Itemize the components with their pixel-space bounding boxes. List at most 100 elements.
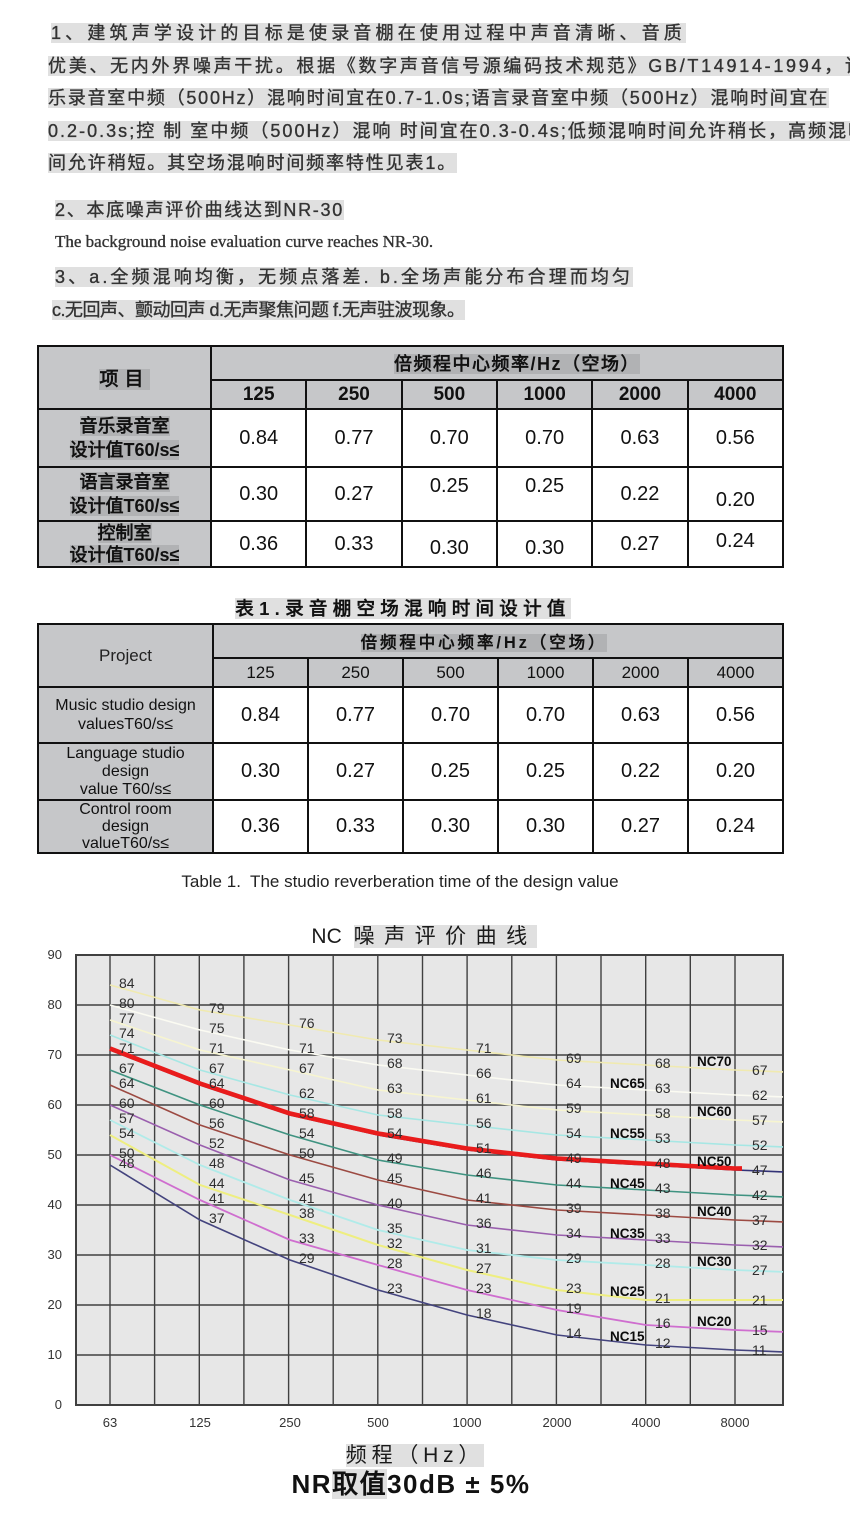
svg-text:45: 45 xyxy=(387,1170,403,1186)
svg-text:33: 33 xyxy=(655,1230,671,1246)
svg-text:42: 42 xyxy=(752,1187,768,1203)
svg-text:71: 71 xyxy=(476,1040,492,1056)
svg-text:50: 50 xyxy=(299,1145,315,1161)
svg-text:54: 54 xyxy=(119,1125,135,1141)
svg-text:58: 58 xyxy=(387,1105,403,1121)
svg-text:23: 23 xyxy=(476,1280,492,1296)
svg-text:67: 67 xyxy=(119,1060,135,1076)
svg-text:58: 58 xyxy=(299,1105,315,1121)
svg-text:64: 64 xyxy=(566,1075,582,1091)
svg-text:73: 73 xyxy=(387,1030,403,1046)
svg-text:62: 62 xyxy=(299,1085,315,1101)
svg-text:49: 49 xyxy=(387,1150,403,1166)
svg-text:57: 57 xyxy=(752,1112,768,1128)
svg-text:125: 125 xyxy=(189,1415,211,1430)
svg-text:30: 30 xyxy=(48,1247,62,1262)
svg-text:11: 11 xyxy=(752,1342,767,1358)
svg-text:48: 48 xyxy=(209,1155,225,1171)
svg-text:64: 64 xyxy=(119,1075,135,1091)
svg-text:36: 36 xyxy=(476,1215,492,1231)
svg-text:76: 76 xyxy=(299,1015,315,1031)
svg-text:31: 31 xyxy=(476,1240,492,1256)
svg-text:45: 45 xyxy=(299,1170,315,1186)
svg-text:80: 80 xyxy=(119,995,135,1011)
svg-text:68: 68 xyxy=(387,1055,403,1071)
svg-text:NC20: NC20 xyxy=(697,1314,732,1329)
svg-text:71: 71 xyxy=(299,1040,315,1056)
svg-text:51: 51 xyxy=(476,1140,492,1156)
svg-text:43: 43 xyxy=(655,1180,671,1196)
svg-text:28: 28 xyxy=(387,1255,403,1271)
svg-text:58: 58 xyxy=(655,1105,671,1121)
svg-text:8000: 8000 xyxy=(721,1415,750,1430)
svg-text:90: 90 xyxy=(48,947,62,962)
svg-text:52: 52 xyxy=(752,1137,768,1153)
svg-text:70: 70 xyxy=(48,1047,62,1062)
svg-text:80: 80 xyxy=(48,997,62,1012)
svg-text:62: 62 xyxy=(752,1087,768,1103)
svg-text:50: 50 xyxy=(48,1147,62,1162)
svg-text:19: 19 xyxy=(566,1300,582,1316)
svg-text:54: 54 xyxy=(566,1125,582,1141)
svg-text:67: 67 xyxy=(299,1060,315,1076)
svg-text:NC60: NC60 xyxy=(697,1104,732,1119)
svg-text:NC55: NC55 xyxy=(610,1126,645,1141)
svg-text:71: 71 xyxy=(209,1040,225,1056)
svg-text:16: 16 xyxy=(655,1315,671,1331)
svg-text:1000: 1000 xyxy=(453,1415,482,1430)
svg-text:NC35: NC35 xyxy=(610,1226,645,1241)
svg-text:27: 27 xyxy=(752,1262,768,1278)
svg-text:52: 52 xyxy=(209,1135,225,1151)
svg-text:29: 29 xyxy=(566,1250,582,1266)
svg-text:0: 0 xyxy=(55,1397,62,1412)
svg-text:54: 54 xyxy=(387,1125,403,1141)
svg-text:57: 57 xyxy=(119,1110,135,1126)
svg-text:77: 77 xyxy=(119,1010,135,1026)
svg-text:39: 39 xyxy=(566,1200,582,1216)
svg-text:46: 46 xyxy=(476,1165,492,1181)
svg-text:84: 84 xyxy=(119,975,135,991)
svg-text:33: 33 xyxy=(299,1230,315,1246)
svg-text:NC50: NC50 xyxy=(697,1154,732,1169)
svg-text:23: 23 xyxy=(566,1280,582,1296)
svg-text:38: 38 xyxy=(655,1205,671,1221)
svg-text:500: 500 xyxy=(367,1415,389,1430)
svg-text:23: 23 xyxy=(387,1280,403,1296)
svg-text:48: 48 xyxy=(655,1155,671,1171)
svg-text:NC70: NC70 xyxy=(697,1054,732,1069)
svg-text:68: 68 xyxy=(655,1055,671,1071)
svg-text:32: 32 xyxy=(752,1237,768,1253)
svg-text:21: 21 xyxy=(752,1292,768,1308)
svg-text:60: 60 xyxy=(48,1097,62,1112)
svg-text:79: 79 xyxy=(209,1000,225,1016)
svg-text:NC15: NC15 xyxy=(610,1329,645,1344)
svg-text:35: 35 xyxy=(387,1220,403,1236)
svg-text:12: 12 xyxy=(655,1335,671,1351)
svg-text:49: 49 xyxy=(566,1150,582,1166)
svg-text:2000: 2000 xyxy=(543,1415,572,1430)
svg-text:37: 37 xyxy=(209,1210,225,1226)
svg-text:37: 37 xyxy=(752,1212,768,1228)
svg-text:21: 21 xyxy=(655,1290,671,1306)
svg-text:47: 47 xyxy=(752,1162,768,1178)
svg-text:41: 41 xyxy=(476,1190,492,1206)
svg-text:NC45: NC45 xyxy=(610,1176,645,1191)
svg-text:NC30: NC30 xyxy=(697,1254,732,1269)
svg-text:34: 34 xyxy=(566,1225,582,1241)
svg-text:250: 250 xyxy=(279,1415,301,1430)
svg-text:54: 54 xyxy=(299,1125,315,1141)
svg-text:63: 63 xyxy=(103,1415,117,1430)
svg-text:60: 60 xyxy=(209,1095,225,1111)
svg-text:64: 64 xyxy=(209,1075,225,1091)
svg-text:61: 61 xyxy=(476,1090,492,1106)
svg-text:15: 15 xyxy=(752,1322,768,1338)
svg-text:63: 63 xyxy=(655,1080,671,1096)
svg-text:75: 75 xyxy=(209,1020,225,1036)
svg-text:56: 56 xyxy=(209,1115,225,1131)
svg-text:74: 74 xyxy=(119,1025,135,1041)
svg-text:67: 67 xyxy=(209,1060,225,1076)
svg-text:4000: 4000 xyxy=(632,1415,661,1430)
svg-text:18: 18 xyxy=(476,1305,492,1321)
svg-text:NC40: NC40 xyxy=(697,1204,732,1219)
svg-text:56: 56 xyxy=(476,1115,492,1131)
